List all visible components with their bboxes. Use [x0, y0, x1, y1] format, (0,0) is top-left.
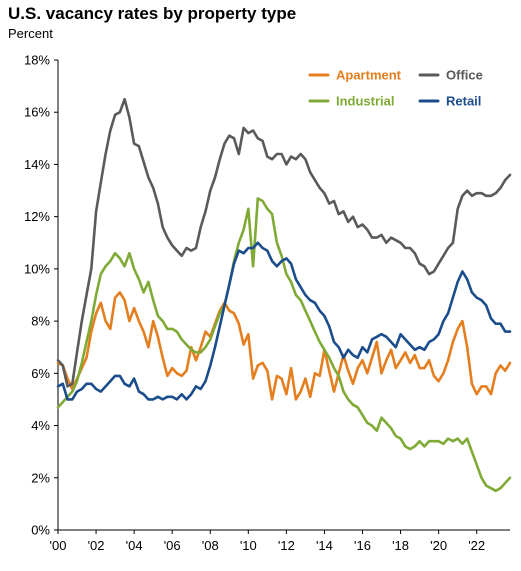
y-tick-label: 18%	[24, 53, 50, 68]
series-line-industrial	[56, 197, 512, 493]
x-tick-label: '00	[50, 538, 67, 553]
series-line-apartment	[56, 291, 512, 401]
x-tick-label: '08	[202, 538, 219, 553]
series-line-office	[56, 97, 512, 388]
series-line-retail	[56, 241, 512, 401]
x-tick-label: '22	[468, 538, 485, 553]
x-tick-label: '12	[278, 538, 295, 553]
x-tick-label: '14	[316, 538, 333, 553]
legend-label-apartment: Apartment	[336, 68, 402, 83]
legend-label-industrial: Industrial	[336, 94, 395, 109]
x-tick-label: '02	[88, 538, 105, 553]
x-tick-label: '04	[126, 538, 143, 553]
legend-label-retail: Retail	[446, 94, 481, 109]
legend-label-office: Office	[446, 68, 483, 83]
x-tick-label: '16	[354, 538, 371, 553]
x-tick-label: '18	[392, 538, 409, 553]
y-tick-label: 4%	[31, 418, 50, 433]
chart-subtitle: Percent	[8, 26, 53, 41]
x-tick-label: '06	[164, 538, 181, 553]
chart-title: U.S. vacancy rates by property type	[8, 4, 297, 23]
y-tick-label: 0%	[31, 523, 50, 538]
y-tick-label: 6%	[31, 366, 50, 381]
x-tick-label: '10	[240, 538, 257, 553]
x-tick-label: '20	[430, 538, 447, 553]
y-tick-label: 2%	[31, 470, 50, 485]
y-tick-label: 10%	[24, 261, 50, 276]
y-tick-label: 8%	[31, 314, 50, 329]
y-tick-label: 16%	[24, 105, 50, 120]
y-tick-label: 14%	[24, 157, 50, 172]
y-tick-label: 12%	[24, 209, 50, 224]
